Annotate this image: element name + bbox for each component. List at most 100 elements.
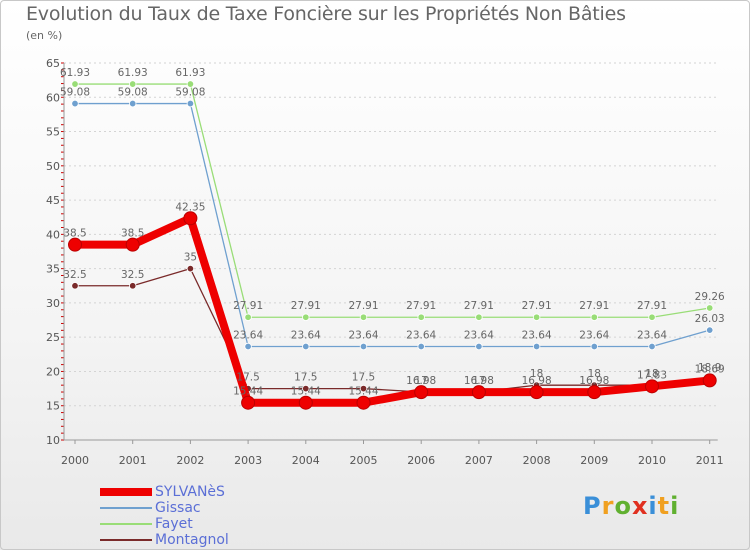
data-label: 17 bbox=[472, 375, 485, 387]
data-label: 15.44 bbox=[233, 386, 263, 398]
data-point bbox=[475, 313, 483, 321]
data-point bbox=[706, 326, 714, 334]
data-label: 23.64 bbox=[348, 330, 378, 342]
series-line-gissac bbox=[74, 102, 711, 348]
y-tick-label: 55 bbox=[46, 126, 60, 139]
proxiti-logo: Proxiti bbox=[583, 492, 679, 520]
data-point bbox=[71, 80, 79, 88]
data-label: 15.44 bbox=[348, 386, 378, 398]
data-point bbox=[128, 80, 137, 88]
x-tick-label: 2006 bbox=[407, 454, 435, 467]
data-label: 18 bbox=[588, 368, 601, 380]
data-label: 23.64 bbox=[406, 330, 436, 342]
data-point bbox=[241, 395, 256, 410]
data-point bbox=[71, 282, 79, 290]
logo-letter: x bbox=[631, 492, 649, 520]
data-point bbox=[590, 313, 598, 321]
x-tick-label: 2007 bbox=[465, 454, 493, 467]
data-point bbox=[648, 313, 656, 321]
data-point bbox=[359, 313, 368, 321]
data-label: 23.64 bbox=[291, 330, 321, 342]
legend-swatch bbox=[100, 539, 152, 541]
data-label: 16.98 bbox=[464, 375, 494, 387]
chart-unit-label: (en %) bbox=[26, 29, 63, 42]
data-point bbox=[244, 342, 252, 351]
legend-label: Montagnol bbox=[155, 532, 229, 548]
data-label: 27.91 bbox=[637, 300, 667, 312]
data-label: 23.64 bbox=[579, 330, 609, 342]
data-label: 17.5 bbox=[236, 372, 259, 384]
chart-title: Evolution du Taux de Taxe Foncière sur l… bbox=[26, 3, 626, 25]
legend-label: SYLVANèS bbox=[155, 484, 225, 500]
data-label: 17.5 bbox=[352, 372, 375, 384]
data-label: 59.08 bbox=[175, 87, 205, 99]
data-label: 27.91 bbox=[233, 300, 263, 312]
data-point bbox=[706, 304, 714, 312]
series-line-sylvanès bbox=[71, 214, 714, 407]
data-point bbox=[71, 99, 79, 108]
y-tick-label: 50 bbox=[46, 160, 60, 173]
data-label: 27.91 bbox=[348, 300, 378, 312]
data-label: 23.64 bbox=[464, 330, 494, 342]
data-point bbox=[532, 342, 541, 351]
data-point bbox=[186, 99, 195, 108]
data-label: 38.5 bbox=[63, 228, 86, 240]
data-label: 17 bbox=[415, 375, 428, 387]
data-point bbox=[590, 342, 598, 351]
y-tick-label: 45 bbox=[46, 194, 60, 207]
data-label: 61.93 bbox=[118, 67, 148, 79]
data-label: 18.9 bbox=[698, 362, 721, 374]
data-label: 17.83 bbox=[637, 369, 667, 381]
x-tick-label: 2011 bbox=[696, 454, 724, 467]
x-tick-label: 2005 bbox=[350, 454, 378, 467]
data-point bbox=[183, 211, 198, 226]
data-point bbox=[128, 282, 137, 290]
data-label: 35 bbox=[184, 252, 197, 264]
data-label: 16.98 bbox=[406, 375, 436, 387]
data-label: 32.5 bbox=[63, 269, 86, 281]
data-label: 18 bbox=[645, 368, 658, 380]
legend-swatch bbox=[100, 488, 152, 496]
data-point bbox=[244, 313, 252, 321]
data-point bbox=[186, 80, 195, 88]
data-label: 16.98 bbox=[579, 375, 609, 387]
data-label: 16.98 bbox=[522, 375, 552, 387]
data-label: 27.91 bbox=[406, 300, 436, 312]
series-line-montagnol bbox=[74, 267, 711, 393]
data-label: 27.91 bbox=[291, 300, 321, 312]
data-label: 15.44 bbox=[291, 386, 321, 398]
logo-letter: o bbox=[614, 492, 632, 520]
data-labels-layer: 61.93 61.93 61.93 27.91 27.91 27.91 27.91 27.91… bbox=[60, 67, 725, 398]
data-label: 27.91 bbox=[579, 300, 609, 312]
legend-swatch bbox=[100, 507, 152, 509]
data-label: 59.08 bbox=[118, 87, 148, 99]
data-label: 18 bbox=[530, 368, 543, 380]
data-point bbox=[125, 237, 140, 252]
y-tick-label: 15 bbox=[46, 400, 60, 413]
logo-letter: i bbox=[670, 492, 680, 520]
data-point bbox=[359, 384, 368, 393]
data-point bbox=[302, 342, 310, 351]
x-tick-label: 2002 bbox=[176, 454, 204, 467]
data-label: 42.35 bbox=[175, 201, 205, 213]
logo-letter: t bbox=[657, 492, 671, 520]
data-point bbox=[128, 99, 137, 108]
data-point bbox=[645, 379, 659, 394]
data-label: 17.5 bbox=[294, 372, 317, 384]
data-point bbox=[302, 384, 310, 393]
x-tick-label: 2004 bbox=[292, 454, 320, 467]
x-tick-label: 2010 bbox=[638, 454, 666, 467]
data-label: 23.64 bbox=[233, 330, 263, 342]
data-point bbox=[702, 373, 717, 388]
data-point bbox=[68, 237, 82, 252]
legend-label: Fayet bbox=[155, 516, 193, 532]
data-point bbox=[186, 264, 195, 273]
logo-letter: P bbox=[583, 492, 602, 520]
axes: 10 15 20 25 30 35 40 45 50 55 60 65 2000 2001 2002 2003… bbox=[46, 57, 724, 467]
data-point bbox=[302, 313, 310, 321]
y-tick-label: 40 bbox=[46, 228, 60, 241]
logo-letter: r bbox=[601, 492, 615, 520]
data-label: 27.91 bbox=[464, 300, 494, 312]
data-label: 18.69 bbox=[695, 363, 725, 375]
y-tick-label: 20 bbox=[46, 365, 60, 378]
